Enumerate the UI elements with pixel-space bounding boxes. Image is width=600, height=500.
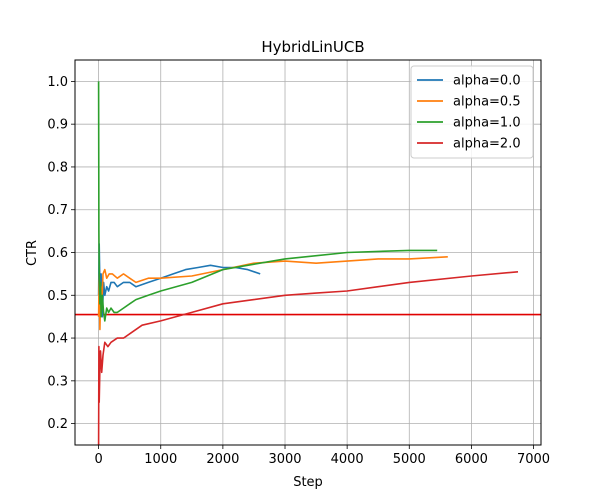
x-axis: 0 1000 2000 3000 4000 5000 6000 7000 xyxy=(94,445,550,467)
y-tick-label: 0.3 xyxy=(47,374,68,389)
y-tick-label: 0.8 xyxy=(47,160,68,175)
y-tick-label: 0.2 xyxy=(47,417,68,432)
x-tick-label: 2000 xyxy=(206,452,239,467)
y-tick-label: 0.6 xyxy=(47,246,68,261)
y-tick-label: 0.4 xyxy=(47,332,68,347)
x-tick-label: 7000 xyxy=(517,452,550,467)
y-tick-label: 1.0 xyxy=(47,75,68,90)
x-tick-label: 0 xyxy=(94,452,102,467)
legend-label: alpha=0.0 xyxy=(453,74,521,89)
series-line-2 xyxy=(97,81,438,322)
y-tick-label: 0.5 xyxy=(47,289,68,304)
legend-label: alpha=2.0 xyxy=(453,137,521,152)
y-axis: 0.2 0.3 0.4 0.5 0.6 0.7 0.8 0.9 1.0 xyxy=(47,75,75,432)
y-tick-label: 0.9 xyxy=(47,118,68,133)
series-line-0 xyxy=(97,243,261,318)
x-axis-title: Step xyxy=(293,475,323,490)
y-tick-label: 0.7 xyxy=(47,203,68,218)
legend-label: alpha=0.5 xyxy=(453,95,521,110)
x-tick-label: 6000 xyxy=(455,452,488,467)
legend: alpha=0.0 alpha=0.5 alpha=1.0 alpha=2.0 xyxy=(410,65,534,159)
y-axis-title: CTR xyxy=(25,240,40,266)
series-line-3 xyxy=(97,271,519,446)
series-layer xyxy=(97,81,519,446)
x-tick-label: 3000 xyxy=(268,452,301,467)
chart-title: HybridLinUCB xyxy=(261,38,364,56)
x-tick-label: 5000 xyxy=(393,452,426,467)
legend-label: alpha=1.0 xyxy=(453,116,521,131)
x-tick-label: 1000 xyxy=(144,452,177,467)
x-tick-label: 4000 xyxy=(331,452,364,467)
legend-box xyxy=(410,65,534,159)
